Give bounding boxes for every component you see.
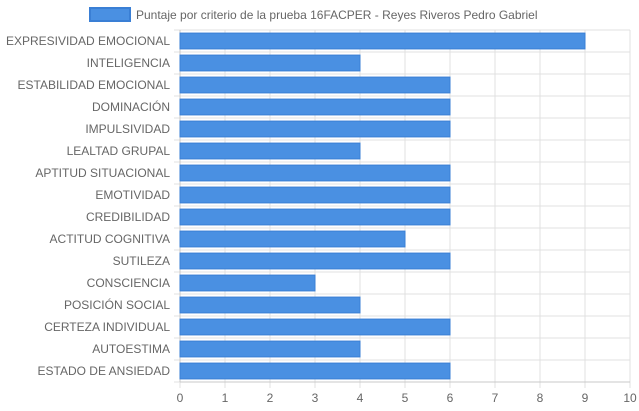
- category-label-14: AUTOESTIMA: [92, 342, 170, 356]
- category-label-3: DOMINACIÓN: [92, 99, 170, 114]
- bar-5[interactable]: [179, 142, 361, 160]
- legend-swatch[interactable]: [89, 7, 131, 22]
- bar-6[interactable]: [179, 164, 451, 182]
- category-label-12: POSICIÓN SOCIAL: [64, 297, 170, 312]
- category-label-6: APTITUD SITUACIONAL: [35, 166, 170, 180]
- bar-7[interactable]: [179, 186, 451, 204]
- category-label-11: CONSCIENCIA: [87, 276, 170, 290]
- category-label-1: INTELIGENCIA: [87, 56, 170, 70]
- x-tick-label-7: 7: [492, 391, 499, 405]
- legend-label[interactable]: Puntaje por criterio de la prueba 16FACP…: [136, 8, 538, 22]
- bar-2[interactable]: [179, 76, 451, 94]
- bar-15[interactable]: [179, 362, 451, 380]
- category-labels: EXPRESIVIDAD EMOCIONAL INTELIGENCIA ESTABI…: [6, 34, 170, 378]
- bar-4[interactable]: [179, 120, 451, 138]
- bar-13[interactable]: [179, 318, 451, 336]
- bar-12[interactable]: [179, 296, 361, 314]
- legend[interactable]: Puntaje por criterio de la prueba 16FACP…: [89, 7, 538, 22]
- x-tick-labels: 0 1 2 3 4 5 6 7 8 9 10: [177, 391, 637, 405]
- x-tick-label-1: 1: [222, 391, 229, 405]
- bar-8[interactable]: [179, 208, 451, 226]
- category-label-0: EXPRESIVIDAD EMOCIONAL: [6, 34, 170, 48]
- category-label-5: LEALTAD GRUPAL: [67, 144, 171, 158]
- bar-11[interactable]: [179, 274, 316, 292]
- category-label-13: CERTEZA INDIVIDUAL: [44, 320, 170, 334]
- category-label-2: ESTABILIDAD EMOCIONAL: [18, 78, 171, 92]
- x-tick-label-4: 4: [357, 391, 364, 405]
- x-tick-label-3: 3: [312, 391, 319, 405]
- category-label-7: EMOTIVIDAD: [95, 188, 170, 202]
- category-label-9: ACTITUD COGNITIVA: [50, 232, 170, 246]
- category-label-10: SUTILEZA: [113, 254, 170, 268]
- x-tick-label-6: 6: [447, 391, 454, 405]
- category-label-15: ESTADO DE ANSIEDAD: [38, 364, 171, 378]
- bar-10[interactable]: [179, 252, 451, 270]
- x-tick-label-10: 10: [623, 391, 637, 405]
- bar-9[interactable]: [179, 230, 406, 248]
- bar-3[interactable]: [179, 98, 451, 116]
- bars: [179, 32, 586, 380]
- category-label-8: CREDIBILIDAD: [86, 210, 170, 224]
- category-label-4: IMPULSIVIDAD: [85, 122, 170, 136]
- x-tick-label-8: 8: [537, 391, 544, 405]
- x-tick-label-5: 5: [402, 391, 409, 405]
- x-tick-label-0: 0: [177, 391, 184, 405]
- x-tick-label-2: 2: [267, 391, 274, 405]
- x-tick-label-9: 9: [582, 391, 589, 405]
- bar-0[interactable]: [179, 32, 586, 50]
- bar-14[interactable]: [179, 340, 361, 358]
- bar-1[interactable]: [179, 54, 361, 72]
